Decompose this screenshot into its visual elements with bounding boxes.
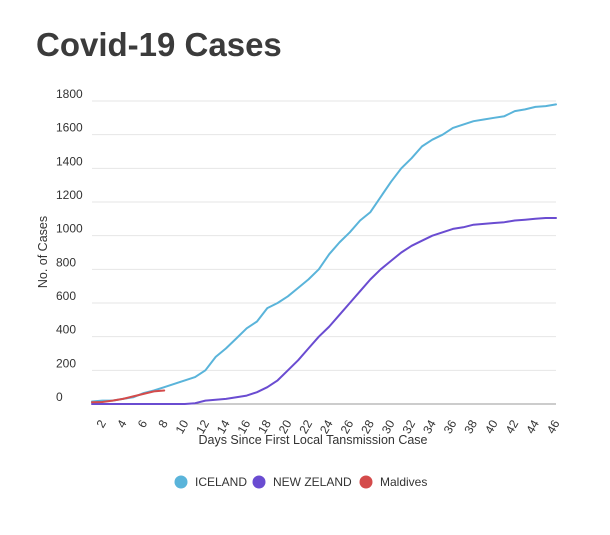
x-axis-label: Days Since First Local Tansmission Case (198, 433, 427, 447)
x-tick-label: 2 (93, 417, 109, 430)
x-tick-label: 28 (358, 417, 377, 436)
x-tick-label: 20 (276, 417, 295, 436)
x-tick-label: 18 (255, 417, 274, 436)
y-tick-label: 600 (56, 289, 76, 303)
y-tick-label: 1600 (56, 121, 83, 135)
y-tick-label: 800 (56, 255, 76, 269)
x-tick-label: 34 (420, 417, 439, 436)
x-tick-label: 16 (234, 417, 253, 436)
gridlines (92, 100, 556, 405)
x-tick-label: 40 (482, 417, 501, 436)
legend-swatch (174, 475, 188, 489)
series-line-maldives (91, 389, 166, 404)
x-tick-label: 24 (317, 417, 336, 436)
x-tick-label: 26 (338, 417, 357, 436)
legend-item: Maldives (359, 475, 427, 489)
x-tick-label: 14 (214, 417, 233, 436)
y-axis-ticks: 0 200 400 600 800 1000 1200 1400 1600 1800 (56, 87, 83, 404)
legend-label: NEW ZELAND (273, 475, 352, 489)
y-tick-label: 0 (56, 390, 63, 404)
legend-item: NEW ZELAND (252, 475, 352, 489)
x-tick-label: 38 (461, 417, 480, 436)
y-axis-label: No. of Cases (36, 216, 50, 288)
series-line-new-zeland (91, 217, 557, 405)
x-tick-label: 44 (523, 417, 542, 436)
legend-item: ICELAND (174, 475, 247, 489)
x-tick-label: 4 (114, 417, 130, 430)
x-tick-label: 30 (379, 417, 398, 436)
chart-title: Covid-19 Cases (36, 26, 282, 63)
legend-label: Maldives (380, 475, 427, 489)
legend-swatch (359, 475, 373, 489)
x-tick-label: 36 (441, 417, 460, 436)
x-tick-label: 10 (173, 417, 192, 436)
x-tick-label: 42 (503, 417, 522, 436)
legend: ICELAND NEW ZELAND Maldives (174, 475, 427, 489)
x-tick-label: 12 (193, 417, 212, 436)
y-tick-label: 1200 (56, 188, 83, 202)
legend-label: ICELAND (195, 475, 247, 489)
legend-swatch (252, 475, 266, 489)
series-line-iceland (91, 103, 557, 403)
y-tick-label: 200 (56, 356, 76, 370)
y-tick-label: 1400 (56, 154, 83, 168)
x-tick-label: 8 (155, 417, 171, 430)
x-tick-label: 22 (296, 417, 315, 436)
y-tick-label: 400 (56, 323, 76, 337)
x-tick-label: 46 (544, 417, 563, 436)
x-tick-label: 32 (399, 417, 418, 436)
y-tick-label: 1000 (56, 222, 83, 236)
x-tick-label: 6 (135, 417, 151, 430)
series-lines (91, 103, 557, 405)
y-tick-label: 1800 (56, 87, 83, 101)
